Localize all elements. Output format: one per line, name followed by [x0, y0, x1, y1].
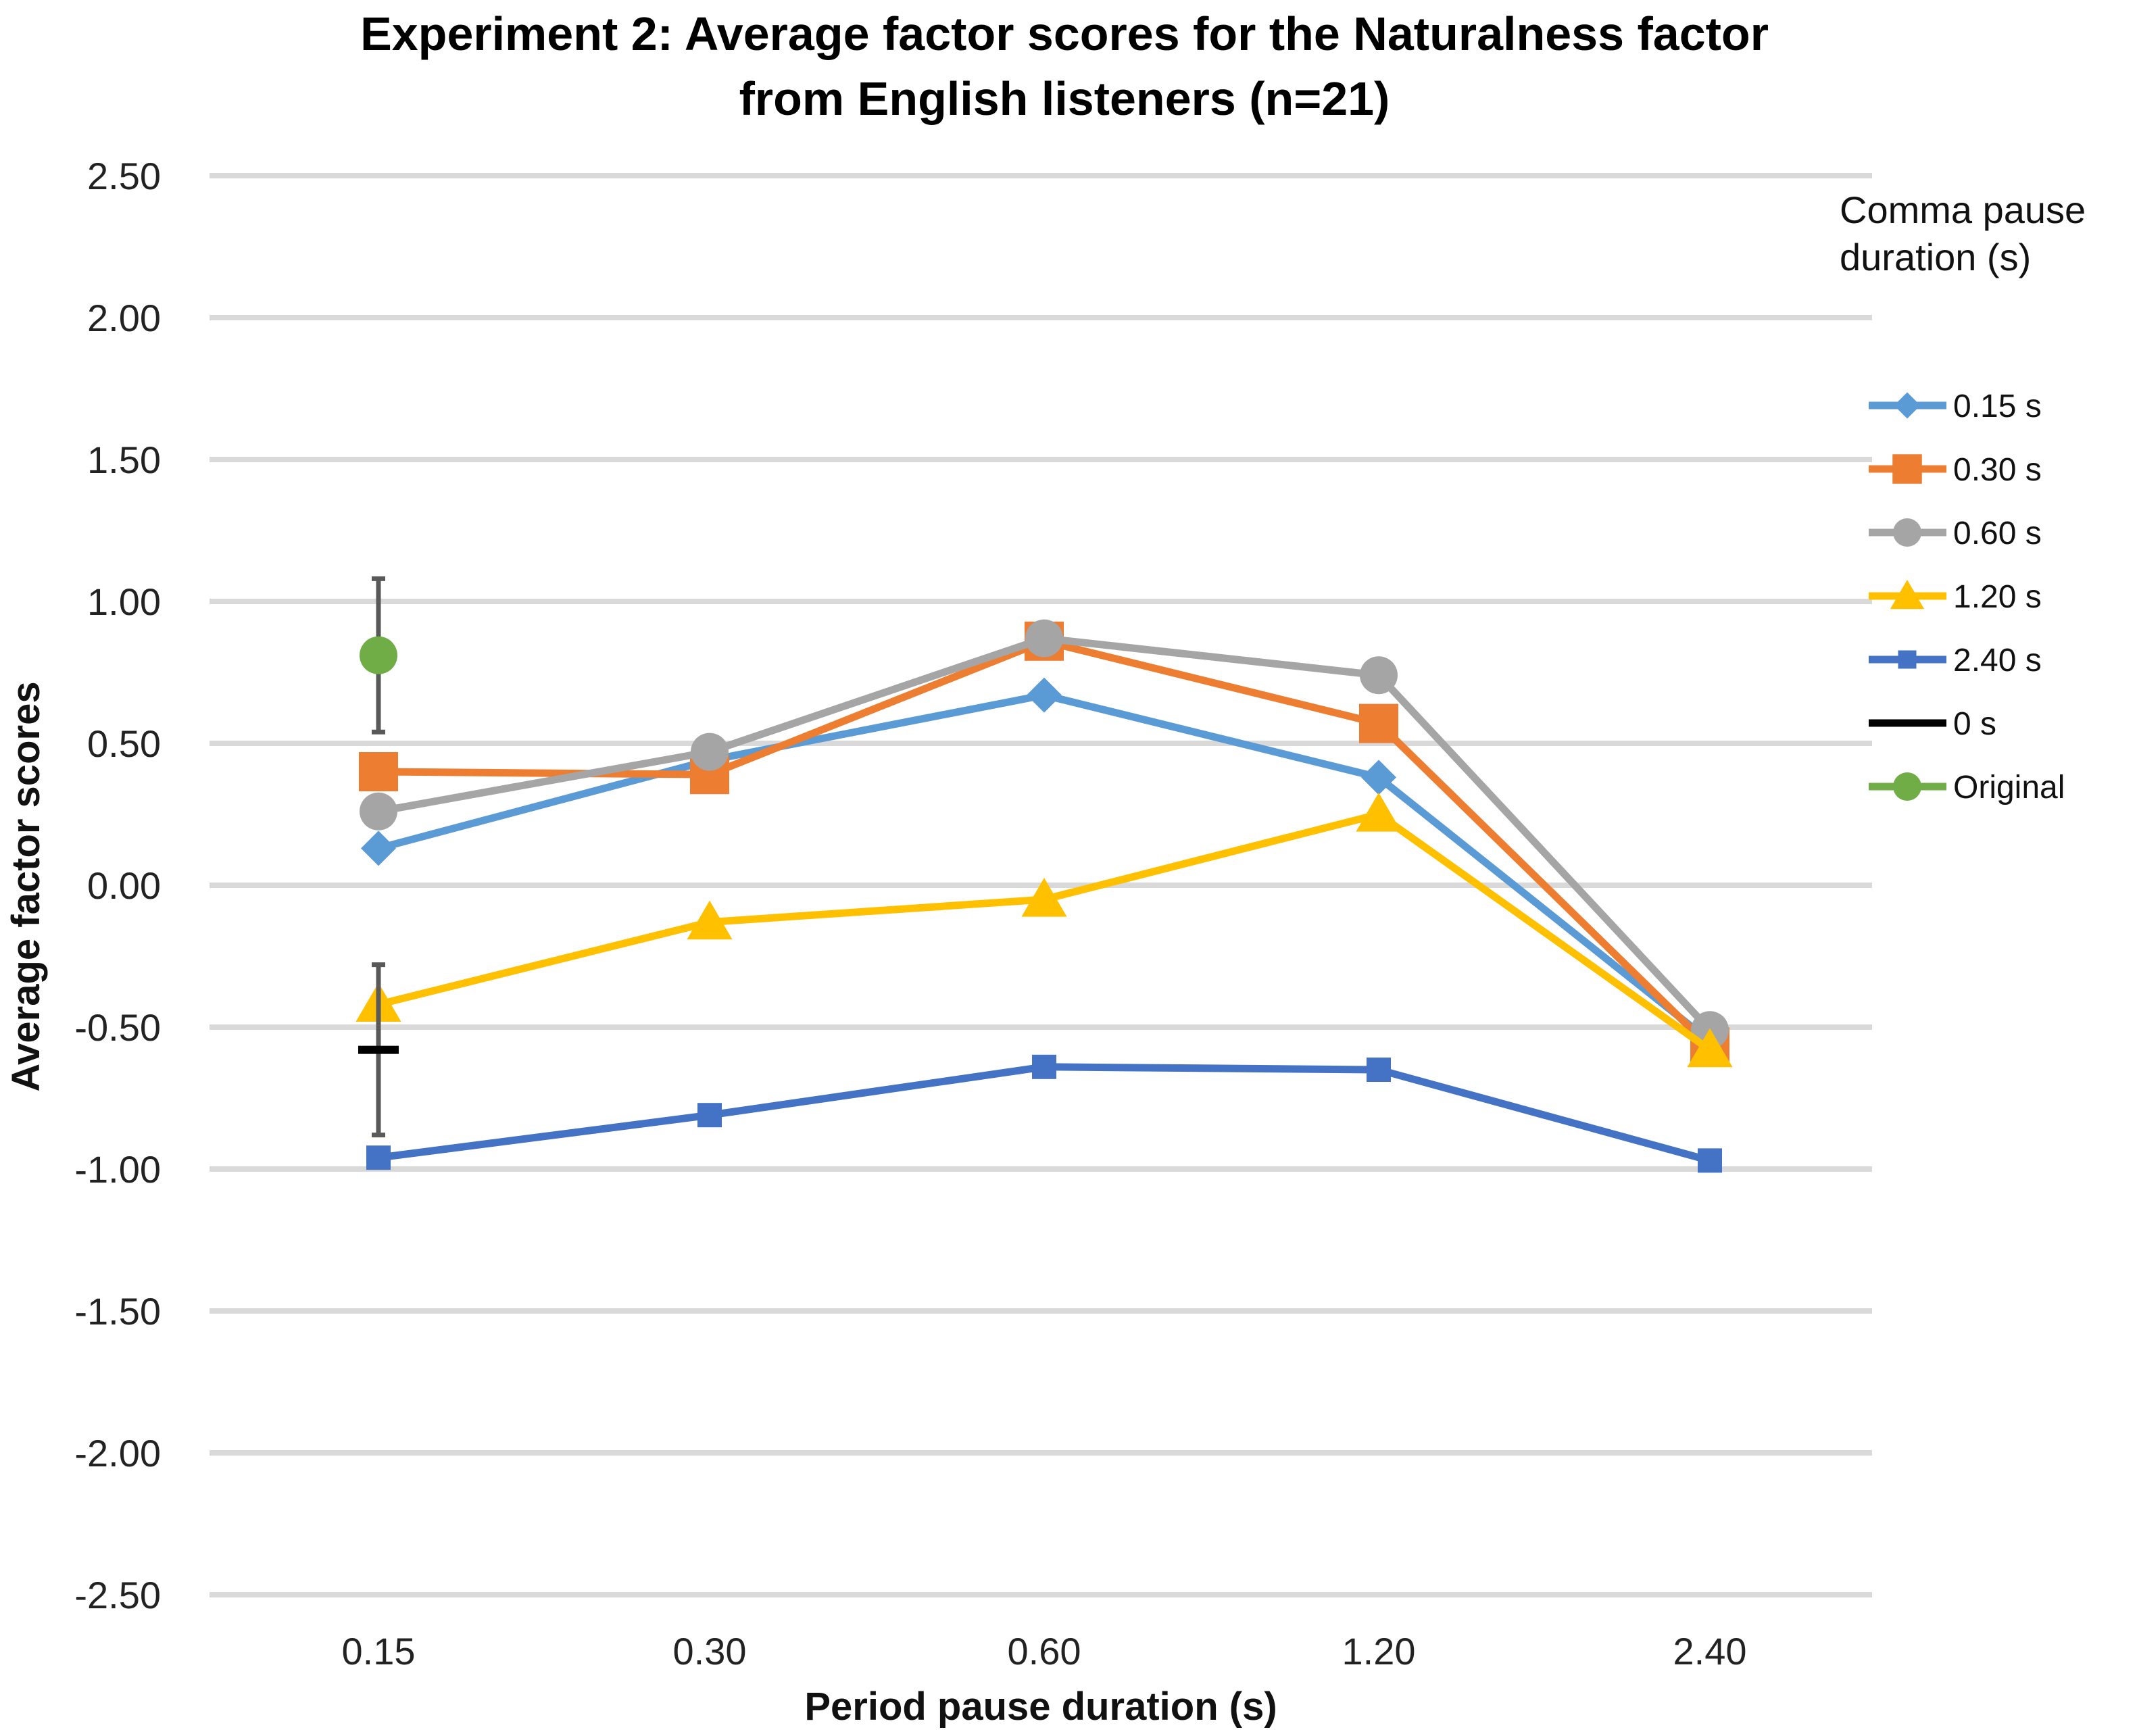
x-tick-label: 0.60: [1008, 1630, 1081, 1672]
legend-title-line-2: duration (s): [1840, 236, 2031, 278]
square-marker: [1032, 1054, 1056, 1079]
circle-marker: [360, 792, 397, 830]
y-axis-ticks: 2.50 2.00 1.50 1.00 0.50 0.00 -0.50 -1.00 -1.50 -…: [74, 155, 161, 1616]
square-marker: [366, 1145, 391, 1170]
square-marker: [1698, 1148, 1722, 1173]
legend-label: 0.30 s: [1953, 452, 2042, 488]
legend-item: 1.20 s: [1869, 579, 2042, 615]
legend-label: Original: [1953, 770, 2065, 805]
series-original: [360, 576, 397, 735]
triangle-marker: [1687, 1028, 1733, 1068]
y-tick-label: -1.50: [74, 1290, 161, 1333]
circle-marker: [360, 636, 397, 674]
square-marker: [1367, 1058, 1391, 1082]
square-marker: [697, 1103, 722, 1128]
legend-label: 0.15 s: [1953, 389, 2042, 424]
x-axis-label: Period pause duration (s): [804, 1685, 1277, 1729]
y-tick-label: -2.50: [74, 1574, 161, 1616]
square-marker: [1892, 454, 1922, 484]
legend-item: 0.15 s: [1869, 389, 2042, 424]
y-tick-label: 2.50: [87, 155, 161, 197]
series-0-s: [358, 962, 399, 1138]
square-marker: [359, 752, 398, 791]
diamond-marker: [1361, 760, 1396, 795]
legend-label: 2.40 s: [1953, 643, 2042, 678]
triangle-marker: [1021, 878, 1067, 917]
legend-title-line-1: Comma pause: [1840, 189, 2086, 231]
legend-label: 1.20 s: [1953, 579, 2042, 615]
series-2-40-s: [366, 1054, 1722, 1173]
legend-item: 0.60 s: [1869, 516, 2042, 551]
triangle-marker: [687, 900, 733, 940]
x-tick-label: 0.15: [342, 1630, 416, 1672]
y-tick-label: 1.00: [87, 580, 161, 623]
circle-marker: [1893, 518, 1921, 547]
square-marker: [1359, 703, 1398, 743]
x-tick-label: 0.30: [673, 1630, 747, 1672]
diamond-marker: [361, 830, 396, 866]
circle-marker: [691, 733, 729, 771]
legend: Comma pause duration (s) 0.15 s 0.30 s 0.6…: [1840, 189, 2086, 805]
triangle-marker: [1356, 793, 1402, 832]
circle-marker: [1893, 772, 1921, 801]
y-tick-label: 2.00: [87, 297, 161, 339]
series-line: [377, 691, 1713, 1045]
diamond-marker: [1027, 677, 1062, 713]
chart-title-line-1: Experiment 2: Average factor scores for …: [360, 7, 1769, 60]
y-tick-label: -0.50: [74, 1006, 161, 1049]
legend-item: 0 s: [1869, 706, 1996, 742]
y-tick-label: -2.00: [74, 1432, 161, 1474]
circle-marker: [1360, 656, 1398, 695]
y-axis-label: Average factor scores: [4, 681, 48, 1091]
legend-item: 0.30 s: [1869, 452, 2042, 488]
y-tick-label: -1.00: [74, 1148, 161, 1191]
chart-title-line-2: from English listeners (n=21): [739, 72, 1390, 125]
legend-item: Original: [1869, 770, 2065, 805]
legend-label: 0.60 s: [1953, 516, 2042, 551]
square-marker: [1898, 650, 1917, 669]
series-lines: [355, 576, 1733, 1173]
triangle-marker: [1890, 580, 1925, 610]
x-tick-label: 2.40: [1673, 1630, 1747, 1672]
legend-item: 2.40 s: [1869, 643, 2042, 678]
diamond-marker: [1894, 392, 1921, 419]
legend-label: 0 s: [1953, 706, 1996, 742]
circle-marker: [1025, 619, 1063, 658]
y-tick-label: 0.50: [87, 722, 161, 765]
series-line: [378, 1063, 1711, 1164]
y-tick-label: 0.00: [87, 864, 161, 907]
x-tick-label: 1.20: [1342, 1630, 1416, 1672]
y-tick-label: 1.50: [87, 439, 161, 481]
x-axis-ticks: 0.15 0.30 0.60 1.20 2.40: [342, 1630, 1747, 1672]
